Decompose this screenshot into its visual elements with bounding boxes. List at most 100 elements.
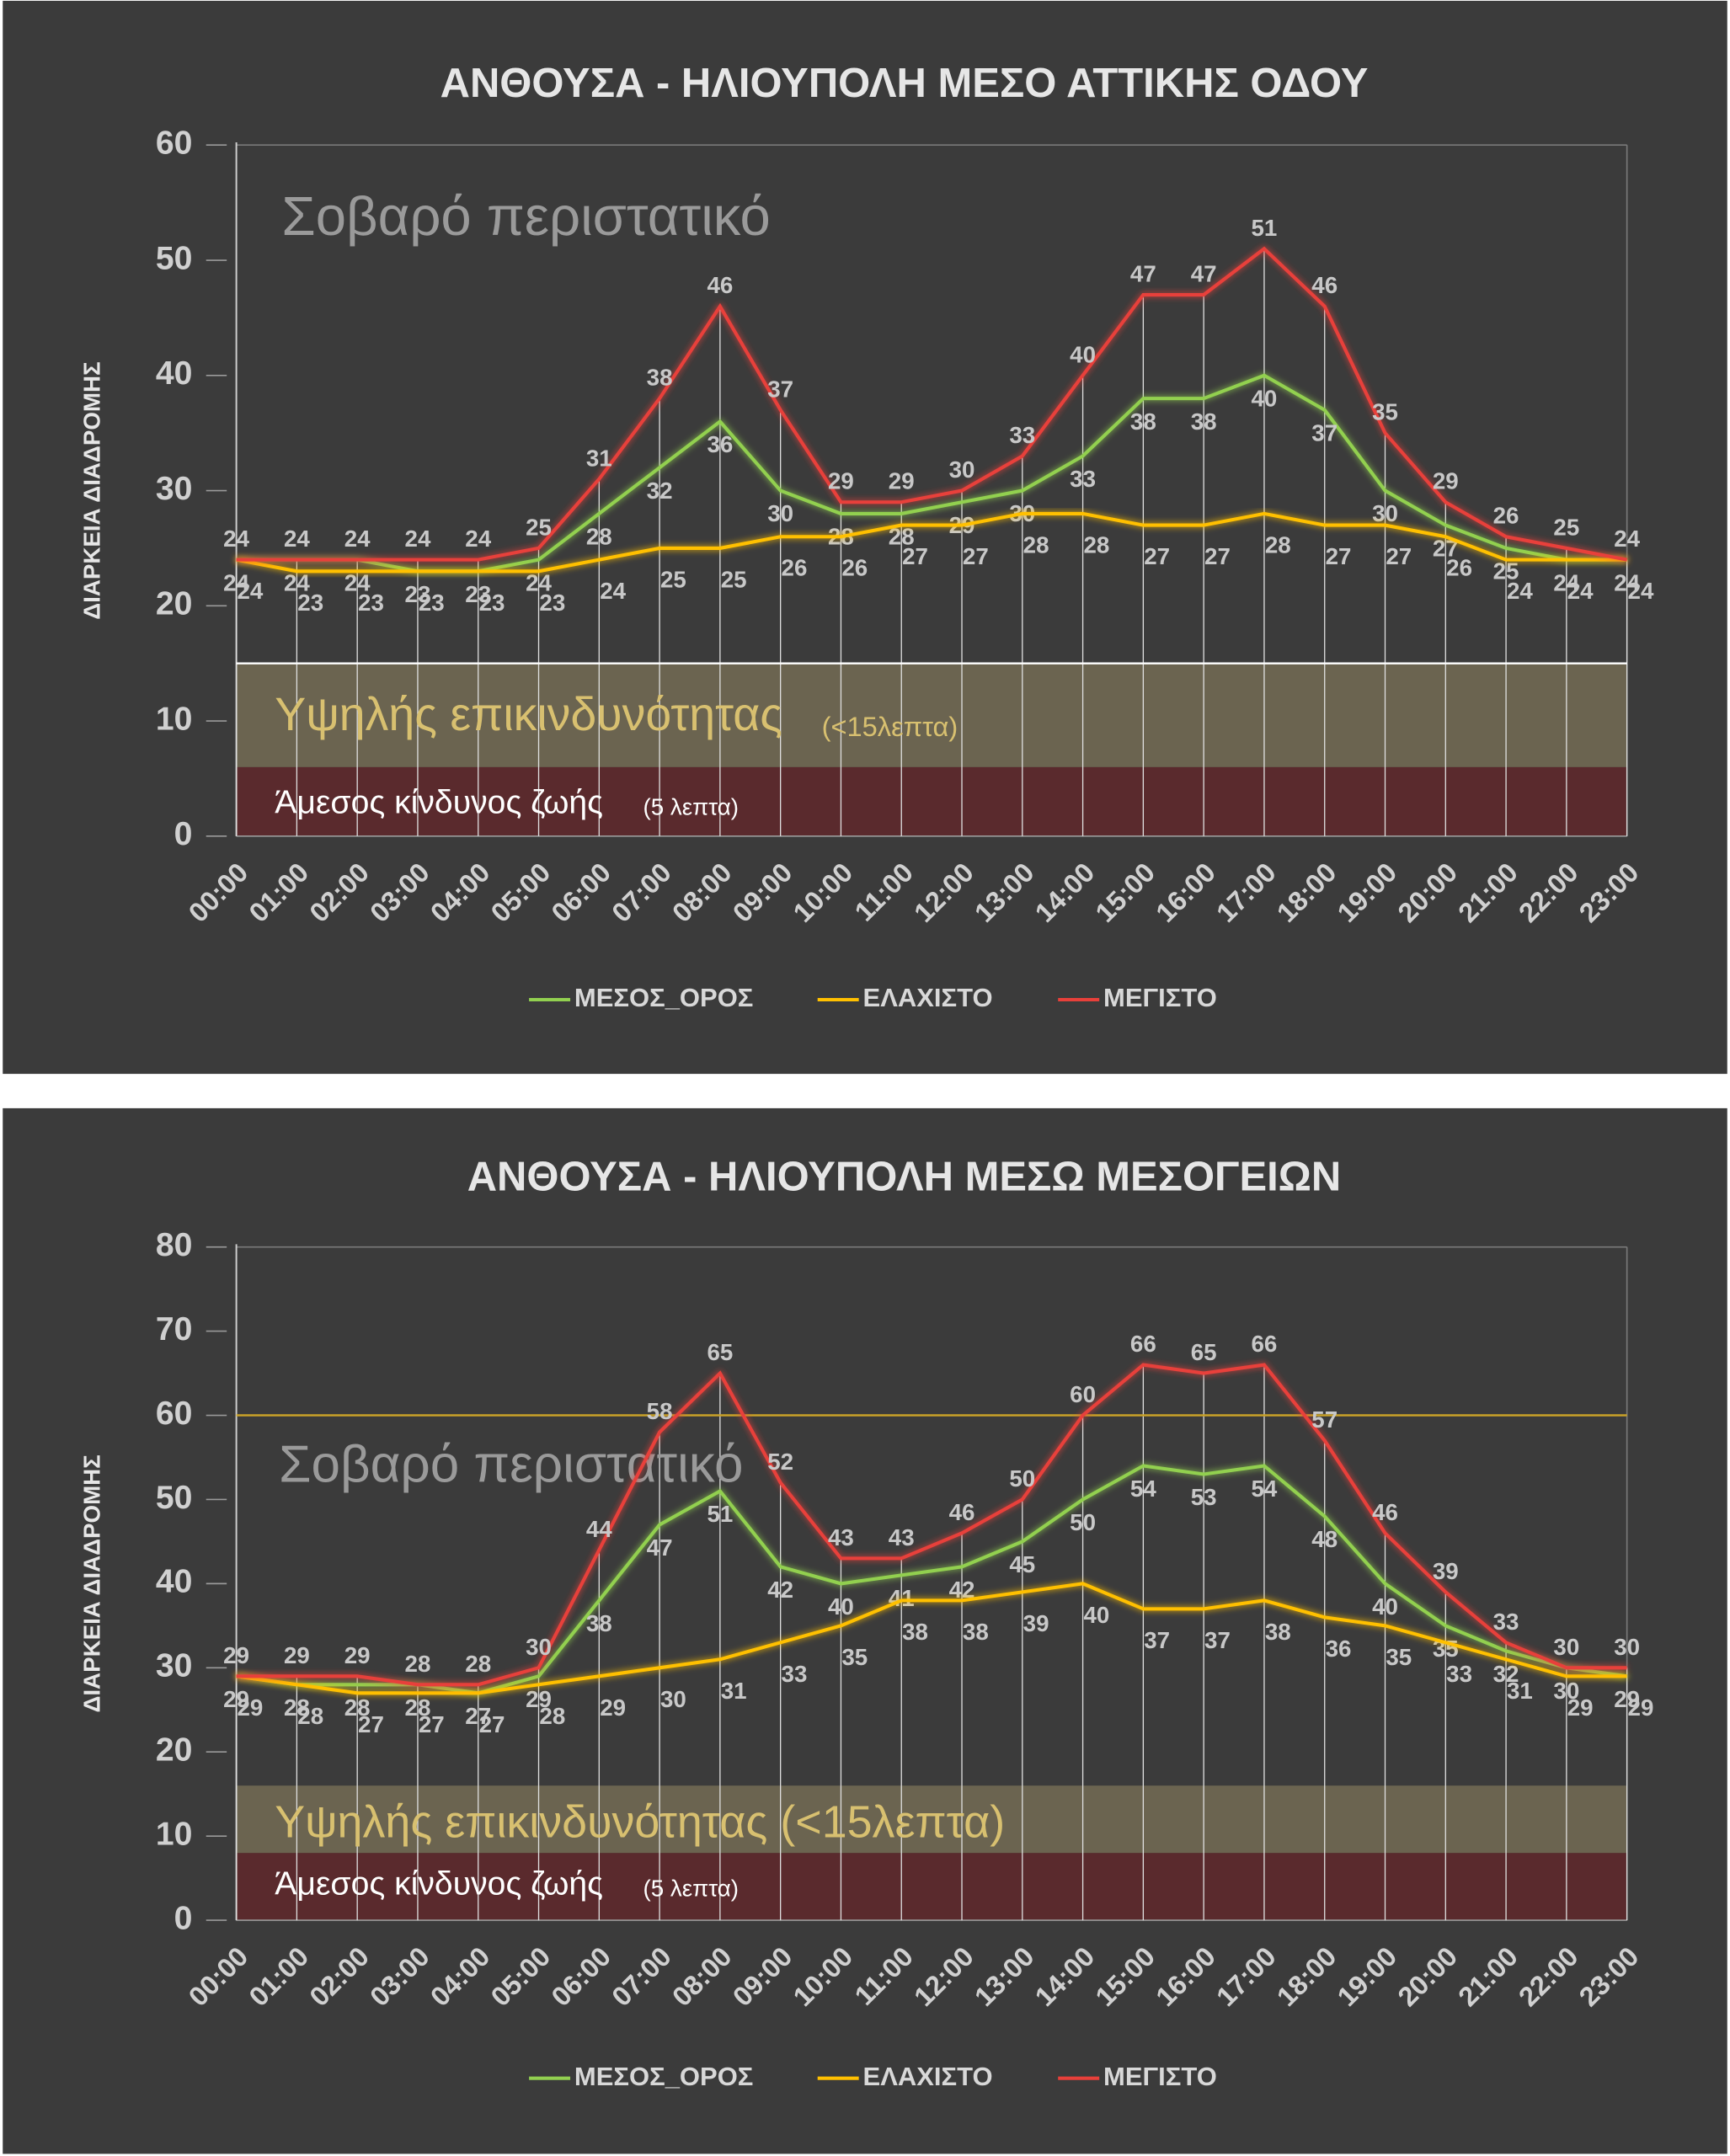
data-label: 36 [707, 431, 733, 457]
y-axis-title: ΔΙΑΡΚΕΙΑ ΔΙΑΔΡΟΜΗΣ [78, 361, 104, 619]
data-label: 24 [465, 526, 491, 552]
data-label: 28 [539, 1703, 565, 1729]
data-label: 30 [1553, 1678, 1579, 1704]
data-label: 32 [1493, 1661, 1519, 1687]
data-label: 66 [1252, 1331, 1278, 1357]
data-label: 23 [419, 590, 445, 616]
y-tick-label: 0 [174, 816, 193, 852]
data-label: 31 [1507, 1678, 1533, 1704]
data-label: 29 [1567, 1694, 1594, 1721]
legend-label: ΕΛΑΧΙΣΤΟ [863, 983, 993, 1012]
zone-label: Άμεσος κίνδυνος ζωής [275, 785, 603, 821]
series-line [236, 1363, 1627, 1687]
data-label: 33 [1070, 466, 1096, 492]
y-tick-label: 10 [156, 1816, 193, 1852]
data-label: 33 [1446, 1661, 1472, 1687]
data-label: 30 [1372, 500, 1398, 526]
chart-title: ΑΝΘΟΥΣΑ - ΗΛΙΟΥΠΟΛΗ ΜΕΣΟ ΑΤΤΙΚΗΣ ΟΔΟΥ [441, 61, 1369, 106]
data-label: 27 [1144, 543, 1170, 569]
zone-label: Υψηλής επικινδυνότητας [275, 688, 782, 740]
y-tick-label: 80 [156, 1227, 193, 1263]
data-label: 24 [1553, 569, 1579, 595]
data-label: 33 [1009, 422, 1035, 448]
data-label: 23 [358, 590, 384, 616]
zone-label: (<15λεπτα) [822, 711, 958, 742]
data-label: 24 [1614, 526, 1640, 552]
data-label: 47 [1191, 261, 1217, 287]
data-label: 27 [419, 1711, 445, 1737]
data-label: 38 [902, 1619, 928, 1645]
data-label: 30 [526, 1634, 552, 1660]
data-label: 30 [660, 1686, 686, 1712]
data-label: 46 [1311, 272, 1338, 298]
data-label: 28 [297, 1703, 323, 1729]
data-label: 27 [479, 1711, 505, 1737]
data-label: 26 [1446, 555, 1472, 581]
data-label: 29 [238, 1694, 264, 1721]
data-label: 37 [767, 376, 793, 402]
data-label: 25 [721, 566, 747, 592]
zone-label: (5 λεπτα) [643, 1876, 740, 1902]
zone-label: (5 λεπτα) [643, 794, 740, 820]
data-label: 28 [344, 1694, 371, 1721]
data-label: 29 [828, 468, 854, 494]
data-label: 31 [586, 445, 612, 471]
y-tick-label: 50 [156, 240, 193, 276]
zone-label: Σοβαρό περιστατικό [279, 1436, 743, 1494]
risk-band [236, 663, 1627, 767]
data-label: 29 [284, 1642, 310, 1668]
data-label: 23 [405, 581, 431, 607]
legend-label: ΜΕΓΙΣΤΟ [1103, 2062, 1217, 2091]
data-label: 46 [707, 272, 733, 298]
data-label: 24 [238, 578, 264, 604]
data-label: 48 [1311, 1526, 1338, 1552]
series-line [236, 1582, 1627, 1695]
y-tick-label: 30 [156, 471, 193, 507]
data-label: 29 [889, 468, 915, 494]
data-label: 65 [1191, 1339, 1217, 1365]
data-label: 28 [1265, 531, 1291, 558]
data-label: 30 [1614, 1634, 1640, 1660]
legend-label: ΕΛΑΧΙΣΤΟ [863, 2062, 993, 2091]
legend-label: ΜΕΣΟΣ_ΟΡΟΣ [574, 2062, 753, 2091]
data-label: 38 [586, 1610, 612, 1636]
chart-title: ΑΝΘΟΥΣΑ - ΗΛΙΟΥΠΟΛΗ ΜΕΣΩ ΜΕΣΟΓΕΙΩΝ [467, 1155, 1342, 1200]
y-tick-label: 60 [156, 125, 193, 162]
y-tick-label: 10 [156, 701, 193, 737]
series-line [236, 511, 1627, 574]
data-label: 25 [660, 566, 686, 592]
y-tick-label: 0 [174, 1900, 193, 1936]
data-label: 33 [1493, 1609, 1519, 1635]
data-label: 57 [1311, 1406, 1338, 1433]
y-tick-label: 50 [156, 1480, 193, 1516]
data-label: 35 [1372, 399, 1398, 425]
data-label: 35 [841, 1644, 868, 1670]
data-label: 28 [405, 1651, 431, 1677]
data-label: 28 [586, 524, 612, 550]
data-label: 26 [841, 555, 868, 581]
data-label: 40 [828, 1593, 854, 1620]
data-label: 46 [949, 1499, 975, 1525]
series-line [236, 246, 1628, 562]
data-label: 24 [1628, 578, 1654, 604]
data-label: 24 [405, 526, 431, 552]
data-label: 24 [223, 526, 249, 552]
zone-label: Υψηλής επικινδυνότητας (<15λεπτα) [275, 1797, 1005, 1848]
data-label: 39 [1433, 1558, 1459, 1584]
data-label: 28 [1023, 531, 1049, 558]
data-label: 40 [1252, 385, 1278, 411]
data-label: 45 [1009, 1551, 1035, 1577]
data-label: 23 [479, 590, 505, 616]
data-label: 30 [949, 456, 975, 483]
data-label: 51 [1252, 215, 1278, 241]
data-label: 32 [647, 478, 673, 504]
data-label: 28 [405, 1694, 431, 1721]
data-label: 41 [889, 1585, 915, 1611]
data-label: 40 [1070, 341, 1096, 367]
data-label: 25 [1493, 558, 1519, 584]
data-label: 39 [1023, 1610, 1049, 1636]
data-label: 24 [344, 526, 371, 552]
data-label: 24 [600, 578, 626, 604]
data-label: 29 [1628, 1694, 1654, 1721]
